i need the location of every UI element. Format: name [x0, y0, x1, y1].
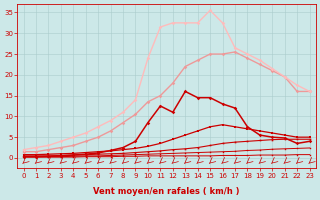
X-axis label: Vent moyen/en rafales ( km/h ): Vent moyen/en rafales ( km/h ) [93, 187, 240, 196]
